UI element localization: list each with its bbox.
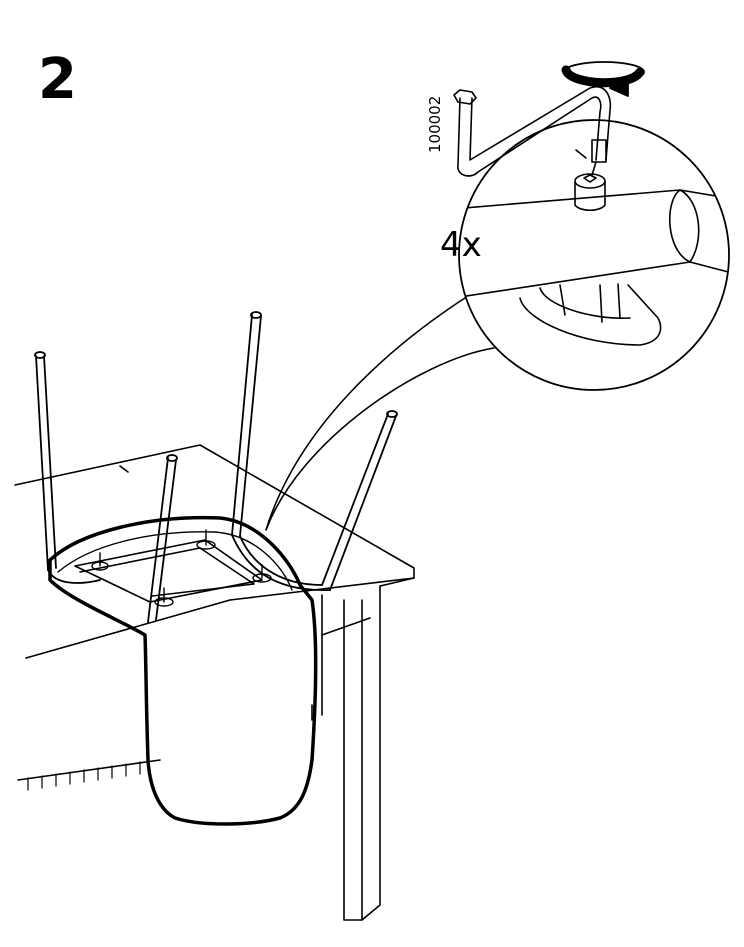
quantity-label: 4x [440,225,482,265]
tool-part-number: 100002 [426,95,444,153]
chair-icon [34,311,398,826]
table-icon [14,444,415,921]
rotation-arrow-icon [561,61,645,97]
step-number: 2 [38,47,77,112]
callout-pointer [265,295,495,531]
detail-magnifier [458,119,730,391]
hex-key-icon [453,85,612,177]
